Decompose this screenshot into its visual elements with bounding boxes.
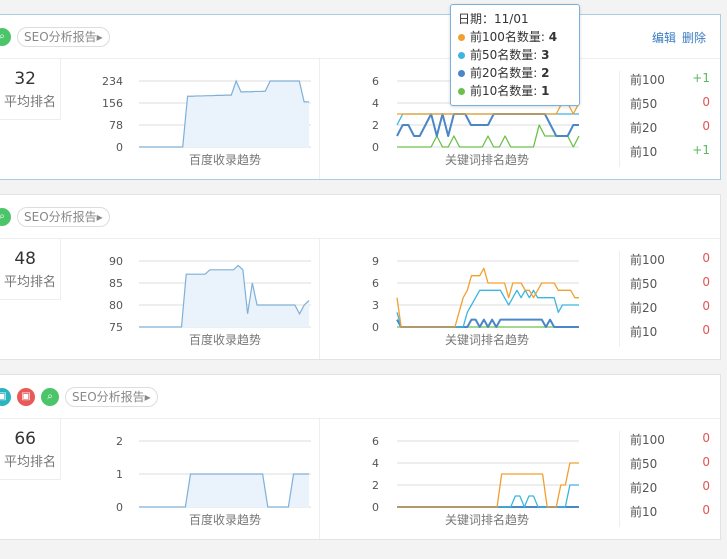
rank-change-row: 前100 0 — [630, 431, 710, 447]
top100-line — [396, 267, 579, 328]
y-tick-label: 0 — [116, 501, 123, 514]
rank-change-list: 前100 0 前50 0 前20 0 前10 0 — [619, 431, 710, 527]
rank-change-row: 前20 0 — [630, 479, 710, 495]
y-tick-label: 6 — [372, 277, 379, 290]
site-card: ⌕ SEO分析报告▸ 编辑 删除 32 平均排名 234 156 78 0 百度收录趋势 6 4 2… — [0, 14, 721, 180]
seo-report-button[interactable]: SEO分析报告▸ — [65, 387, 158, 407]
y-tick-label: 80 — [109, 299, 123, 312]
average-rank: 32 平均排名 — [0, 59, 61, 120]
keyword-chart-title: 关键词排名趋势 — [445, 512, 529, 527]
keyword-chart-title: 关键词排名趋势 — [445, 332, 529, 347]
dot-icon — [458, 34, 465, 41]
y-tick-label: 75 — [109, 321, 123, 334]
rank-change-row: 前20 0 — [630, 119, 710, 135]
rank-change-row: 前100 +1 — [630, 71, 710, 87]
y-tick-label: 6 — [372, 75, 379, 88]
tooltip-row: 前50名数量: 3 — [458, 46, 572, 64]
top100-line — [397, 102, 580, 115]
rank-change-row: 前50 0 — [630, 455, 710, 471]
rank-change-row: 前50 0 — [630, 275, 710, 291]
search-green-icon[interactable]: ⌕ — [0, 208, 11, 226]
top20-line — [396, 318, 579, 328]
red-icon[interactable]: ▣ — [17, 388, 35, 406]
search-green-icon[interactable]: ⌕ — [0, 28, 11, 46]
y-tick-label: 4 — [372, 97, 379, 110]
baidu-line — [139, 473, 309, 508]
y-tick-label: 1 — [116, 468, 123, 481]
charts: 234 156 78 0 百度收录趋势 6 4 2 0 关键词排名趋势 — [102, 75, 580, 167]
teal-icon[interactable]: ▣ — [0, 388, 11, 406]
keyword-chart-title: 关键词排名趋势 — [445, 152, 529, 167]
dot-icon — [458, 88, 465, 95]
dot-icon — [458, 70, 465, 77]
site-card: ▣ ▣ ⌕ SEO分析报告▸ 66 平均排名 2 1 0 百度收录趋势 6 4 2 0 关键词排名趋势 … — [0, 374, 721, 540]
charts: 2 1 0 百度收录趋势 6 4 2 0 关键词排名趋势 — [116, 435, 579, 527]
y-tick-label: 0 — [372, 501, 379, 514]
baidu-area — [139, 265, 309, 327]
baidu-chart-title: 百度收录趋势 — [189, 152, 261, 167]
y-tick-label: 2 — [116, 435, 123, 448]
rank-change-list: 前100 +1 前50 0 前20 0 前10 +1 — [619, 71, 710, 167]
average-rank: 66 平均排名 — [0, 419, 61, 480]
top100-line — [397, 462, 579, 508]
delete-link[interactable]: 删除 — [681, 31, 706, 45]
top10-line — [397, 124, 580, 148]
y-tick-label: 90 — [109, 255, 123, 268]
tooltip-row: 前10名数量: 1 — [458, 82, 572, 100]
rank-change-row: 前50 0 — [630, 95, 710, 111]
y-tick-label: 78 — [109, 119, 123, 132]
dot-icon — [458, 52, 465, 59]
baidu-area — [139, 474, 309, 507]
baidu-chart-title: 百度收录趋势 — [189, 332, 261, 347]
y-tick-label: 3 — [372, 299, 379, 312]
y-tick-label: 4 — [372, 457, 379, 470]
y-tick-label: 9 — [372, 255, 379, 268]
rank-change-row: 前10 0 — [630, 323, 710, 339]
top20-line — [396, 113, 579, 137]
rank-change-row: 前100 0 — [630, 251, 710, 267]
tooltip-date: 日期：11/01 — [458, 12, 529, 26]
top50-line — [397, 484, 579, 508]
seo-report-button[interactable]: SEO分析报告▸ — [17, 207, 110, 227]
y-tick-label: 85 — [109, 277, 123, 290]
y-tick-label: 234 — [102, 75, 123, 88]
y-tick-label: 156 — [102, 97, 123, 110]
baidu-line — [139, 79, 309, 148]
y-tick-label: 0 — [372, 321, 379, 334]
tooltip-row: 前20名数量: 2 — [458, 64, 572, 82]
rank-change-row: 前10 0 — [630, 503, 710, 519]
tooltip-row: 前100名数量: 4 — [458, 28, 572, 46]
y-tick-label: 0 — [372, 141, 379, 154]
baidu-line — [139, 264, 310, 328]
edit-link[interactable]: 编辑 — [651, 31, 676, 45]
site-card: ⌕ SEO分析报告▸ 48 平均排名 90 85 80 75 百度收录趋势 9 6 3 0 关键词排名… — [0, 194, 721, 360]
y-tick-label: 6 — [372, 435, 379, 448]
rank-change-row: 前10 +1 — [630, 143, 710, 159]
y-tick-label: 0 — [116, 141, 123, 154]
charts: 90 85 80 75 百度收录趋势 9 6 3 0 关键词排名趋势 — [109, 255, 579, 347]
baidu-area — [139, 81, 309, 147]
chart-tooltip: 日期：11/01 前100名数量: 4 前50名数量: 3 前20名数量: 2 … — [450, 4, 580, 106]
rank-change-list: 前100 0 前50 0 前20 0 前10 0 — [619, 251, 710, 347]
y-tick-label: 2 — [372, 479, 379, 492]
baidu-chart-title: 百度收录趋势 — [189, 512, 261, 527]
average-rank: 48 平均排名 — [0, 239, 61, 300]
rank-change-row: 前20 0 — [630, 299, 710, 315]
search-green-icon[interactable]: ⌕ — [41, 388, 59, 406]
seo-report-button[interactable]: SEO分析报告▸ — [17, 27, 110, 47]
y-tick-label: 2 — [372, 119, 379, 132]
